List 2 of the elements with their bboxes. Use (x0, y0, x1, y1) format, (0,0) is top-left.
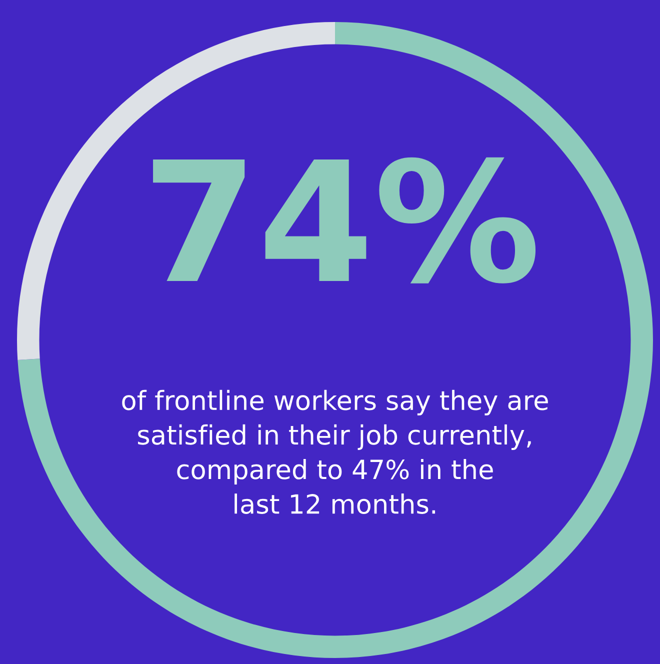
data-label: 74% (153, 157, 536, 284)
text: of frontline workers say they are satisfied in their job currently, compared to 47% in the last 12 months. (122, 390, 548, 514)
